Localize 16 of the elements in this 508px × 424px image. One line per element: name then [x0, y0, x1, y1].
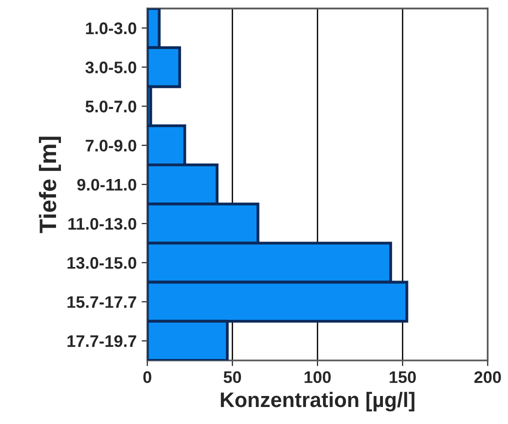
x-tick-label: 0 [143, 371, 152, 384]
y-tick-label: 1.0-3.0 [86, 22, 136, 34]
y-axis-title: Tiefe [m] [38, 136, 61, 234]
x-tick-label: 150 [390, 371, 416, 384]
y-tick-label: 11.0-13.0 [68, 218, 136, 230]
y-tick-label: 9.0-11.0 [77, 178, 136, 191]
y-tick-label: 17.7-19.7 [68, 335, 136, 348]
y-tick-label: 7.0-9.0 [86, 140, 136, 152]
x-tick-label: 200 [474, 371, 501, 384]
y-tick-label: 13.0-15.0 [68, 257, 136, 269]
y-tick-label: 5.0-7.0 [86, 100, 136, 112]
x-tick-label: 100 [304, 371, 331, 384]
y-tick-label: 15.7-17.7 [68, 296, 136, 308]
x-tick-label: 50 [224, 371, 241, 384]
x-axis-title: Konzentration [µg/l] [220, 392, 414, 412]
y-tick-label: 3.0-5.0 [85, 62, 136, 74]
